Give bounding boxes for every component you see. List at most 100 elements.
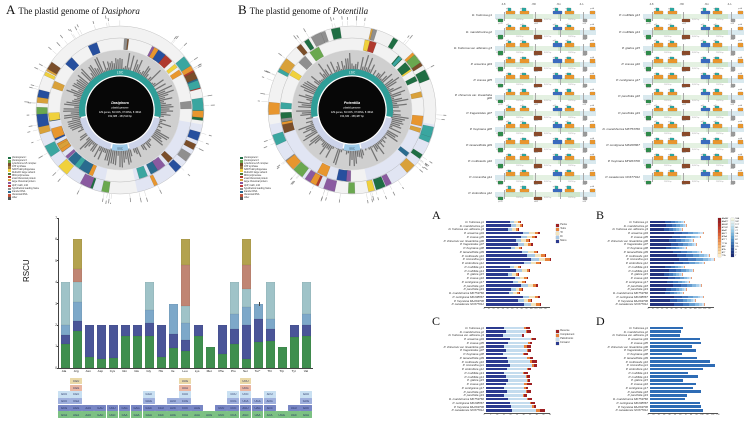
junction-species-label: P. crassa g05 (473, 78, 492, 83)
species-label: P. multicaulis g10 (461, 359, 484, 364)
stacked-bar (650, 375, 699, 378)
bar-segment-Complement (526, 349, 529, 352)
genome-legend-row: RubisCO large subunit (240, 172, 271, 175)
bar-segment-Mono (486, 235, 521, 239)
bar-row: P. multifida g14 (428, 375, 545, 379)
bar-segment-Complement (522, 394, 525, 397)
gene-label-rpl2: rpl2 (713, 154, 716, 156)
x-tick-label: 10 (496, 413, 499, 416)
bar-segment-Tri (538, 258, 546, 261)
legend-label: NADH dehydrogenase (243, 169, 267, 172)
bar-segment-Penta (544, 254, 547, 257)
bar-row: P. stolonifera g12 (592, 261, 715, 265)
bar-segment-Mono (486, 299, 519, 302)
bar-segment-A (650, 235, 673, 239)
species-label: P. centigrana g17 (625, 385, 648, 390)
bar-segment-Palindromic (503, 334, 522, 337)
bar-row: P. freyniana MH263706 (592, 299, 715, 303)
stacked-bar (486, 386, 529, 390)
region-length-label: 25,870 bp (567, 132, 576, 135)
stacked-bar (486, 246, 523, 250)
bar-row: P. multicaulis g10 (428, 254, 551, 258)
bar-segment-Tri (512, 228, 516, 231)
rscu-bar (157, 325, 167, 368)
bar-segment-Forward (486, 360, 509, 363)
genome-legend-row: NADH dehydrogenase (8, 169, 39, 172)
codon-cell: GUA (300, 411, 312, 418)
rscu-segment (181, 350, 191, 368)
gene-label-rpl2: rpl2 (654, 105, 657, 107)
rscu-segment (278, 346, 288, 368)
genome-legend-row: large ribosomal protein (8, 181, 39, 185)
legend-swatch (718, 239, 721, 242)
gene-label-psbA: psbA (590, 105, 595, 108)
bar-segment-ATT (703, 254, 707, 257)
rscu-bar (205, 346, 215, 368)
bar-segment-AAAT (711, 258, 714, 261)
gene-box-trnI (715, 137, 719, 141)
legend-row: AAT (718, 245, 728, 248)
rscu-segment (133, 335, 143, 368)
codon-column: UAC UAU (287, 404, 300, 418)
bar-segment-AT (670, 220, 675, 224)
bar-segment-count (650, 371, 688, 375)
gene-box-trnN (554, 24, 559, 27)
legend-swatch (731, 251, 735, 254)
rscu-segment (181, 239, 191, 266)
region-segment-ira (705, 110, 728, 116)
junction-region-bar (643, 175, 744, 181)
gene-box-trnH (582, 67, 588, 71)
stacked-bar (486, 334, 525, 337)
region-segment-lsc (579, 126, 596, 132)
gene-label-ycf1: ycf1 (553, 154, 556, 156)
junction-region-bar (643, 159, 744, 165)
bar-segment-Tri (513, 291, 518, 295)
junction-region-bar (643, 110, 744, 116)
bar-row: P. glabra g15 (592, 378, 715, 382)
region-segment-ssc (533, 62, 558, 68)
repeat-type-chart-panel-c: C D. fruticosa g1 D. mandshurica g2 D. frut… (428, 314, 590, 418)
bar-segment-AAT (685, 269, 690, 272)
bar-segment-Palindromic (505, 375, 526, 378)
species-label: P. stolonifera g12 (625, 261, 648, 266)
species-label: P. crassa g16 (630, 382, 648, 387)
rscu-segment (229, 329, 239, 345)
gene-box-trnN (670, 121, 674, 124)
gene-label-trnH: trnH (730, 135, 735, 138)
codon-cell: CGG (70, 384, 83, 391)
bar-segment-Palindromic (508, 379, 527, 382)
species-label: D. mandshurica g2 (459, 223, 484, 228)
gene-label-rpl2: rpl2 (654, 89, 657, 91)
bar-segment-AATT (701, 250, 703, 254)
gene-box-psbA (738, 107, 744, 112)
bar-row: P. freyniana g08 (428, 352, 545, 356)
bar-segment-A (650, 246, 666, 250)
bar-segment-Complement (525, 330, 527, 333)
gene-box-trnI (507, 154, 511, 157)
stacked-bar (486, 367, 531, 371)
bar-segment-Complement (524, 326, 526, 330)
bar-row: P. glabra g15 (592, 272, 715, 276)
gene-box-trnH (582, 83, 588, 88)
gene-box-psbA (738, 140, 744, 144)
legend-swatch (240, 163, 243, 166)
codon-column: AUA AUC AUU (167, 397, 179, 418)
bar-segment-ATT (678, 228, 681, 231)
bar-segment-Penta (539, 303, 542, 306)
bar-segment-AATT (684, 265, 685, 269)
bar-row: P. chinensis var. lineariloba g06 (428, 345, 545, 349)
bar-segment-Forward (486, 367, 508, 371)
region-segment-ira (557, 94, 580, 100)
stacked-bar (650, 239, 694, 242)
species-label: P. stolonifera g12 (461, 261, 484, 266)
bar-segment-Forward (486, 364, 510, 367)
gene-box-ndhF (533, 180, 542, 185)
gene-label-ycf1: ycf1 (701, 105, 704, 107)
genome-center-text-line: Potentilla (344, 101, 360, 105)
species-label: P. centigrana g17 (461, 279, 484, 284)
